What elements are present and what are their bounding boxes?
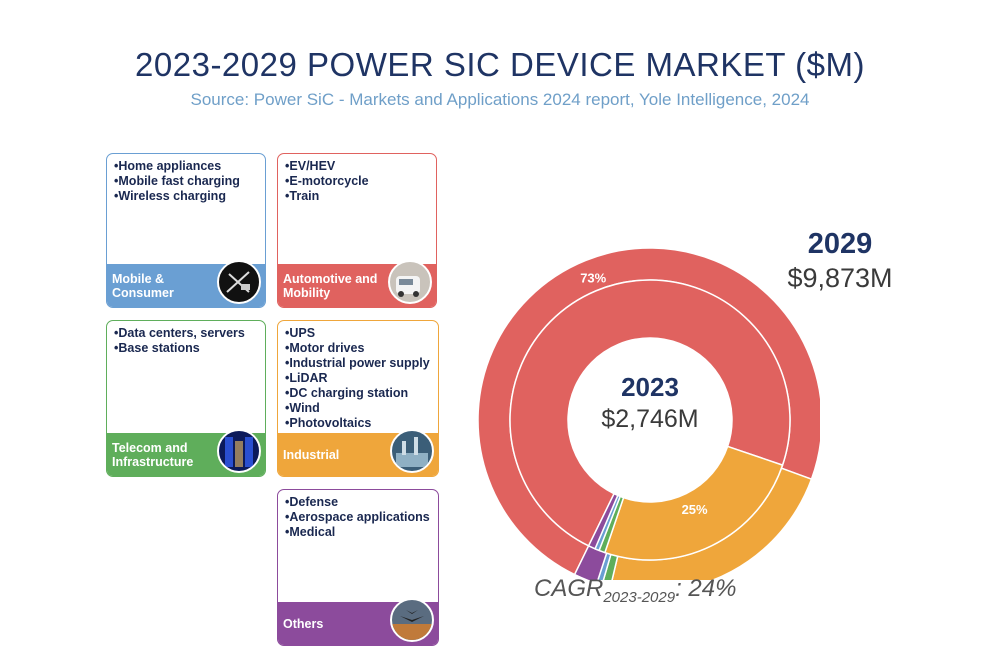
segment-items: Defense Aerospace applications Medical bbox=[278, 490, 438, 540]
segment-label: Industrial bbox=[283, 447, 340, 462]
segment-item: Aerospace applications bbox=[285, 510, 432, 525]
cagr-label: CAGR2023-2029: 24% bbox=[534, 575, 736, 606]
cagr-value: : 24% bbox=[675, 575, 737, 602]
segment-label: Others bbox=[283, 616, 324, 631]
segment-card-automotive-mobility: EV/HEV E-motorcycle Train Automotive and… bbox=[277, 153, 437, 308]
segment-items: Home appliances Mobile fast charging Wir… bbox=[107, 154, 265, 204]
segment-label: Telecom and Infrastructure bbox=[112, 440, 194, 469]
chart-subtitle: Source: Power SiC - Markets and Applicat… bbox=[190, 90, 810, 109]
segment-card-mobile-consumer: Home appliances Mobile fast charging Wir… bbox=[106, 153, 266, 308]
cagr-prefix: CAGR bbox=[534, 575, 604, 602]
segment-item: Data centers, servers bbox=[114, 326, 259, 341]
total-2029: $9,873M bbox=[787, 263, 893, 293]
slice-percent-label: 73% bbox=[580, 270, 606, 285]
segment-item: E-motorcycle bbox=[285, 174, 430, 189]
segment-item: Motor drives bbox=[285, 341, 432, 356]
segment-item: EV/HEV bbox=[285, 159, 430, 174]
segment-label: Mobile & Consumer bbox=[112, 271, 174, 300]
inner-year-label: 2023 $2,746M bbox=[565, 372, 735, 434]
segment-item: Wireless charging bbox=[114, 189, 259, 204]
slice-automotive-and-mobility bbox=[509, 279, 791, 547]
server-icon bbox=[217, 429, 261, 473]
total-2023: $2,746M bbox=[601, 405, 699, 433]
segment-item: Home appliances bbox=[114, 159, 259, 174]
segment-item: LiDAR bbox=[285, 371, 432, 386]
cagr-period: 2023-2029 bbox=[603, 589, 676, 606]
slice-percent-label: 25% bbox=[682, 502, 708, 517]
segment-card-telecom-infrastructure: Data centers, servers Base stations Tele… bbox=[106, 320, 266, 477]
segment-item: Mobile fast charging bbox=[114, 174, 259, 189]
segment-items: EV/HEV E-motorcycle Train bbox=[278, 154, 436, 204]
segment-item: DC charging station bbox=[285, 386, 432, 401]
segment-item: Industrial power supply bbox=[285, 356, 432, 371]
slice-labels: 73% 25% bbox=[580, 270, 708, 517]
slice-others bbox=[587, 492, 619, 550]
segment-items: UPS Motor drives Industrial power supply… bbox=[278, 321, 438, 431]
segment-label: Automotive and Mobility bbox=[283, 271, 378, 300]
market-donut-chart: 73% 25% bbox=[477, 247, 820, 580]
segment-card-others: Defense Aerospace applications Medical O… bbox=[277, 489, 439, 646]
charger-icon bbox=[217, 260, 261, 304]
chart-title: 2023-2029 POWER SIC DEVICE MARKET ($M) bbox=[135, 46, 865, 83]
car-icon bbox=[388, 260, 432, 304]
year-2029: 2029 bbox=[807, 228, 873, 260]
segment-item: Medical bbox=[285, 525, 432, 540]
segment-item: Wind bbox=[285, 401, 432, 416]
factory-icon bbox=[390, 429, 434, 473]
outer-year-label: 2029 $9,873M bbox=[740, 228, 940, 294]
segment-item: Defense bbox=[285, 495, 432, 510]
slice-industrial bbox=[603, 445, 784, 561]
segment-item: Base stations bbox=[114, 341, 259, 356]
year-2023: 2023 bbox=[621, 372, 679, 402]
segment-card-industrial: UPS Motor drives Industrial power supply… bbox=[277, 320, 439, 477]
segment-items: Data centers, servers Base stations bbox=[107, 321, 265, 356]
inner-ring-2023 bbox=[509, 279, 791, 561]
aircraft-icon bbox=[390, 598, 434, 642]
segment-item: UPS bbox=[285, 326, 432, 341]
segment-item: Train bbox=[285, 189, 430, 204]
segment-item: Photovoltaics bbox=[285, 416, 432, 431]
